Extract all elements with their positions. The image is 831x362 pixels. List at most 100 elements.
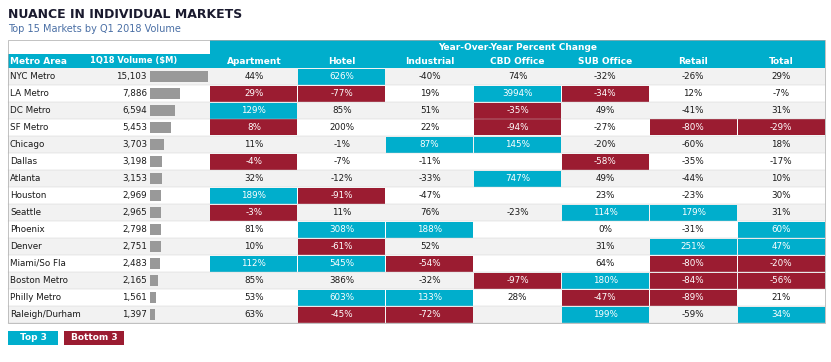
Text: 200%: 200%: [329, 123, 354, 132]
Text: 12%: 12%: [684, 89, 703, 98]
Text: Phoenix: Phoenix: [10, 225, 45, 234]
Text: 44%: 44%: [244, 72, 263, 81]
Text: -58%: -58%: [594, 157, 617, 166]
Text: Dallas: Dallas: [10, 157, 37, 166]
Text: 3,153: 3,153: [122, 174, 147, 183]
Text: 22%: 22%: [420, 123, 440, 132]
Text: 49%: 49%: [596, 106, 615, 115]
Text: -94%: -94%: [506, 123, 529, 132]
Text: Denver: Denver: [10, 242, 42, 251]
Text: Metro Area: Metro Area: [10, 56, 67, 66]
Text: -97%: -97%: [506, 276, 529, 285]
Text: -7%: -7%: [773, 89, 789, 98]
Text: 53%: 53%: [244, 293, 263, 302]
Text: 34%: 34%: [771, 310, 791, 319]
Text: 3,198: 3,198: [122, 157, 147, 166]
Text: 6,594: 6,594: [122, 106, 147, 115]
Text: 1Q18 Volume ($M): 1Q18 Volume ($M): [90, 56, 177, 66]
Text: Chicago: Chicago: [10, 140, 46, 149]
Text: 15,103: 15,103: [116, 72, 147, 81]
Text: 3994%: 3994%: [502, 89, 533, 98]
Text: -35%: -35%: [506, 106, 529, 115]
Text: 308%: 308%: [329, 225, 354, 234]
Text: 2,798: 2,798: [122, 225, 147, 234]
Text: CBD Office: CBD Office: [490, 56, 545, 66]
Text: -89%: -89%: [682, 293, 705, 302]
Text: -17%: -17%: [770, 157, 793, 166]
Text: -34%: -34%: [594, 89, 617, 98]
Text: Retail: Retail: [678, 56, 708, 66]
Text: -11%: -11%: [418, 157, 441, 166]
Text: -45%: -45%: [331, 310, 353, 319]
Text: 7,886: 7,886: [122, 89, 147, 98]
Text: 10%: 10%: [771, 174, 791, 183]
Text: Bottom 3: Bottom 3: [71, 333, 117, 342]
Text: -35%: -35%: [682, 157, 705, 166]
Text: -31%: -31%: [682, 225, 705, 234]
Text: -44%: -44%: [682, 174, 705, 183]
Text: 76%: 76%: [420, 208, 440, 217]
Text: Miami/So Fla: Miami/So Fla: [10, 259, 66, 268]
Text: 23%: 23%: [596, 191, 615, 200]
Text: 74%: 74%: [508, 72, 527, 81]
Text: -54%: -54%: [418, 259, 441, 268]
Text: 747%: 747%: [505, 174, 530, 183]
Text: 19%: 19%: [420, 89, 440, 98]
Text: 626%: 626%: [329, 72, 354, 81]
Text: 133%: 133%: [417, 293, 442, 302]
Text: 29%: 29%: [244, 89, 263, 98]
Text: -3%: -3%: [245, 208, 263, 217]
Text: 87%: 87%: [420, 140, 440, 149]
Text: Houston: Houston: [10, 191, 47, 200]
Text: 1,397: 1,397: [122, 310, 147, 319]
Text: 1,561: 1,561: [122, 293, 147, 302]
Text: -77%: -77%: [331, 89, 353, 98]
Text: 112%: 112%: [242, 259, 267, 268]
Text: 47%: 47%: [771, 242, 791, 251]
Text: -47%: -47%: [418, 191, 441, 200]
Text: -12%: -12%: [331, 174, 353, 183]
Text: -47%: -47%: [594, 293, 617, 302]
Text: 18%: 18%: [771, 140, 791, 149]
Text: Hotel: Hotel: [328, 56, 356, 66]
Text: 11%: 11%: [244, 140, 263, 149]
Text: 30%: 30%: [771, 191, 791, 200]
Text: -60%: -60%: [682, 140, 705, 149]
Text: 29%: 29%: [771, 72, 791, 81]
Text: -80%: -80%: [682, 123, 705, 132]
Text: 145%: 145%: [505, 140, 530, 149]
Text: 8%: 8%: [247, 123, 261, 132]
Text: 32%: 32%: [244, 174, 263, 183]
Text: Boston Metro: Boston Metro: [10, 276, 68, 285]
Text: -80%: -80%: [682, 259, 705, 268]
Text: NYC Metro: NYC Metro: [10, 72, 55, 81]
Text: 2,483: 2,483: [122, 259, 147, 268]
Text: SUB Office: SUB Office: [578, 56, 632, 66]
Text: -40%: -40%: [418, 72, 441, 81]
Text: -84%: -84%: [682, 276, 705, 285]
Text: 2,751: 2,751: [122, 242, 147, 251]
Text: 81%: 81%: [244, 225, 263, 234]
Text: -61%: -61%: [331, 242, 353, 251]
Text: 603%: 603%: [329, 293, 354, 302]
Text: Apartment: Apartment: [227, 56, 282, 66]
Text: -20%: -20%: [594, 140, 617, 149]
Text: -4%: -4%: [245, 157, 263, 166]
Text: 2,965: 2,965: [122, 208, 147, 217]
Text: -32%: -32%: [594, 72, 617, 81]
Text: 31%: 31%: [771, 208, 791, 217]
Text: -29%: -29%: [770, 123, 792, 132]
Text: 52%: 52%: [420, 242, 440, 251]
Text: SF Metro: SF Metro: [10, 123, 48, 132]
Text: NUANCE IN INDIVIDUAL MARKETS: NUANCE IN INDIVIDUAL MARKETS: [8, 8, 243, 21]
Text: 51%: 51%: [420, 106, 440, 115]
Text: 10%: 10%: [244, 242, 263, 251]
Text: 64%: 64%: [596, 259, 615, 268]
Text: 251%: 251%: [681, 242, 706, 251]
Text: Year-Over-Year Percent Change: Year-Over-Year Percent Change: [438, 42, 597, 51]
Text: 31%: 31%: [596, 242, 615, 251]
Text: -91%: -91%: [331, 191, 353, 200]
Text: DC Metro: DC Metro: [10, 106, 51, 115]
Text: Seattle: Seattle: [10, 208, 41, 217]
Text: 11%: 11%: [332, 208, 352, 217]
